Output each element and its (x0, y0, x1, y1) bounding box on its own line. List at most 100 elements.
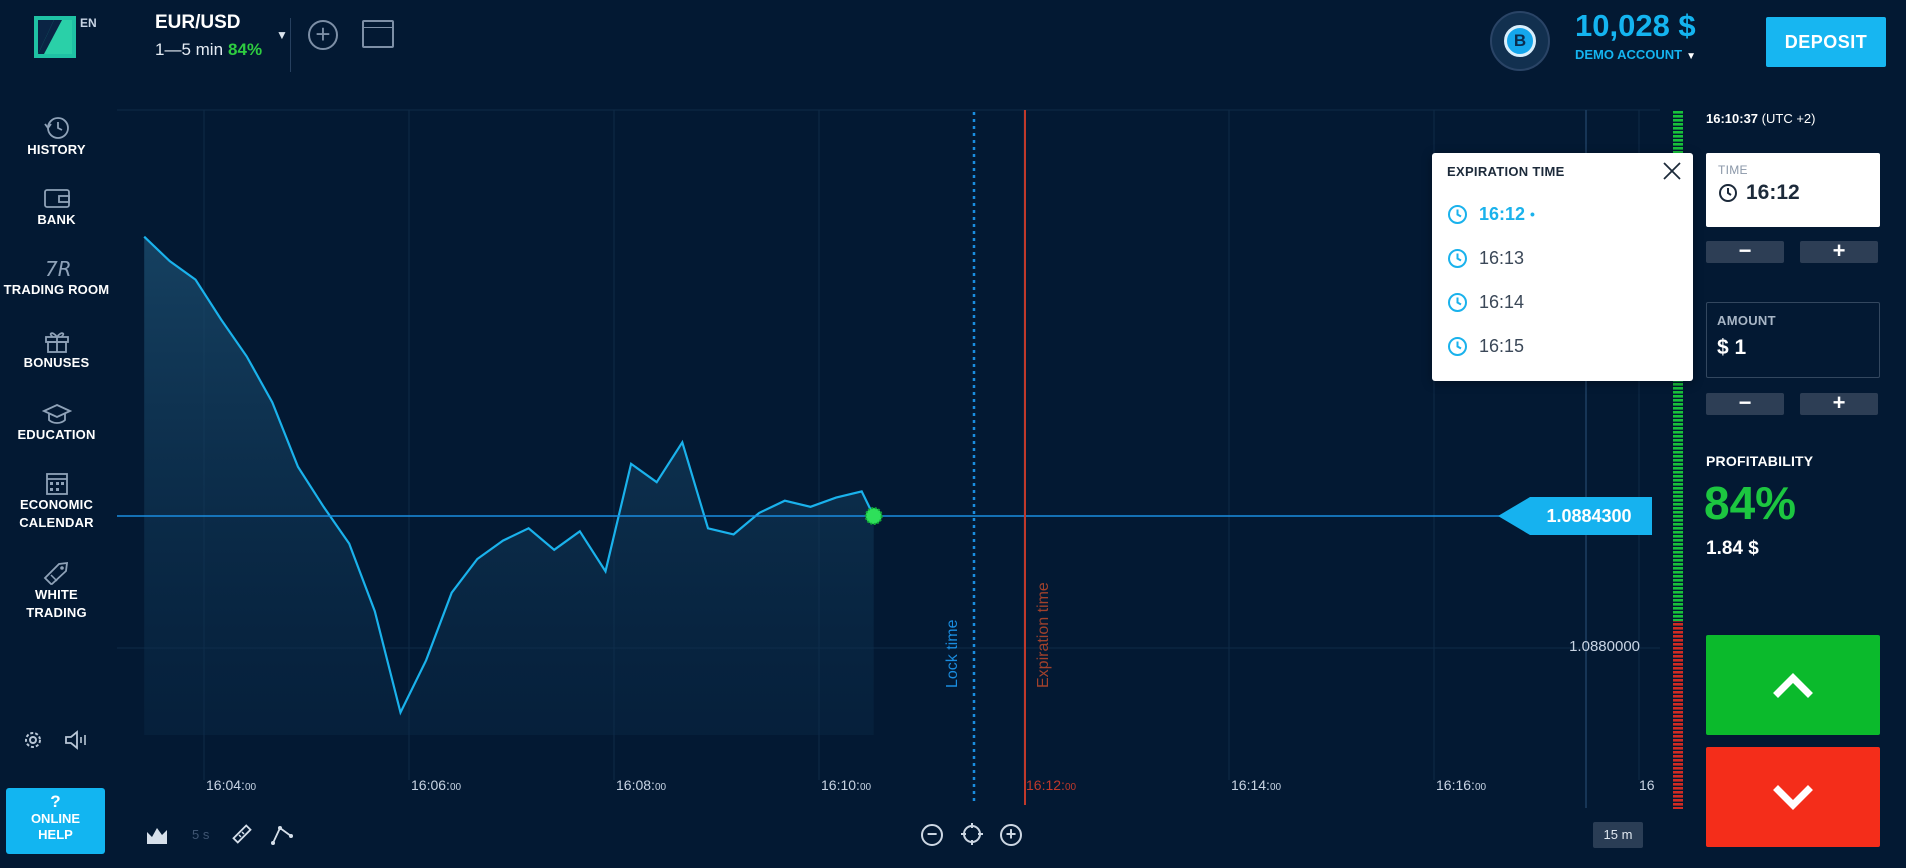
zoom-out-button[interactable]: − (921, 824, 943, 846)
time-field-label: TIME (1718, 163, 1748, 177)
expiration-option-label: 16:12 (1479, 203, 1526, 224)
graduation-cap-icon (41, 404, 72, 424)
x-axis-tick: 16:08:00 (616, 777, 667, 793)
sidebar-item-economic-calendar[interactable]: ECONOMIC CALENDAR (0, 470, 113, 532)
asset-dropdown-caret-icon[interactable]: ▼ (276, 28, 288, 42)
sidebar-item-label: HISTORY (27, 142, 86, 157)
account-avatar[interactable]: B (1490, 11, 1550, 71)
amount-field[interactable]: AMOUNT $ 1 (1706, 302, 1880, 378)
clock-icon (1448, 292, 1467, 312)
help-question-icon: ? (50, 792, 61, 811)
dropdown-title: EXPIRATION TIME (1447, 164, 1565, 179)
time-field-value-row: 16:12 (1718, 181, 1868, 205)
sidebar-item-white-trading[interactable]: WHITE TRADING (0, 560, 113, 622)
sidebar-item-label: BANK (37, 212, 76, 227)
x-axis-tick-expiration: 16:12:00 (1026, 777, 1077, 793)
expiration-option[interactable]: 16:15 (1447, 331, 1524, 361)
price-level-label: 1.0880000 (1569, 638, 1640, 655)
account-badge: B (1504, 25, 1536, 57)
zoom-in-button[interactable]: + (1000, 824, 1022, 846)
time-increase-button[interactable]: + (1800, 240, 1878, 263)
account-caret-icon: ▼ (1686, 51, 1697, 62)
gift-icon (44, 332, 69, 353)
expiration-option[interactable]: 16:13 (1447, 243, 1524, 273)
brand-logo[interactable] (34, 16, 76, 58)
sidebar-item-label: ECONOMIC (19, 497, 94, 512)
sidebar-item-education[interactable]: EDUCATION (0, 400, 113, 444)
expiration-option[interactable]: 16:12 • (1447, 199, 1535, 229)
account-type-label: DEMO ACCOUNT (1575, 47, 1683, 62)
call-up-button[interactable] (1706, 635, 1880, 735)
center-chart-icon[interactable] (960, 822, 984, 846)
chart-type-icon[interactable] (145, 822, 169, 846)
account-type-selector[interactable]: DEMO ACCOUNT ▼ (1575, 47, 1696, 62)
amount-increase-button[interactable]: + (1800, 392, 1878, 415)
arrow-up-icon (1773, 673, 1813, 698)
sidebar-item-label: TRADING ROOM (3, 282, 110, 297)
expiration-option-label: 16:13 (1479, 247, 1525, 268)
amount-field-value: $ 1 (1717, 336, 1747, 359)
sidebar-item-bank[interactable]: BANK (0, 185, 113, 229)
header-divider (290, 18, 291, 72)
x-axis-tick: 16 (1639, 777, 1655, 793)
asset-payout: 84% (228, 40, 263, 59)
expiration-time-field[interactable]: TIME 16:12 (1706, 153, 1880, 227)
sound-icon[interactable] (62, 727, 90, 753)
asset-name: EUR/USD (155, 12, 241, 33)
sidebar-item-trading-room[interactable]: 7R TRADING ROOM (0, 255, 113, 299)
expiration-time-label: Expiration time (1035, 582, 1052, 688)
ruler-icon[interactable] (230, 822, 254, 846)
profitability-label: PROFITABILITY (1706, 453, 1814, 469)
server-time: 16:10:37 (UTC +2) (1706, 111, 1815, 126)
timeframe-badge[interactable]: 15 m (1593, 822, 1643, 848)
x-axis-tick: 16:14:00 (1231, 777, 1282, 793)
sidebar-item-label: BONUSES (23, 355, 90, 370)
expiration-option-label: 16:15 (1479, 335, 1525, 356)
language-selector[interactable]: EN (80, 16, 97, 30)
sidebar-item-bonuses[interactable]: BONUSES (0, 328, 113, 372)
timeframe-selector-small[interactable]: 5 s (192, 827, 210, 842)
x-axis-tick: 16:10:00 (821, 777, 872, 793)
help-label-line2: HELP (38, 827, 73, 842)
help-label-line1: ONLINE (30, 811, 81, 826)
amount-field-label: AMOUNT (1717, 313, 1776, 328)
sidebar-item-label: WHITE (35, 587, 78, 602)
profitability-percent: 84% (1704, 477, 1797, 529)
expiration-time-dropdown: EXPIRATION TIME 16:12 • 16:13 16:14 16:15 (1432, 153, 1693, 381)
time-field-value: 16:12 (1746, 181, 1800, 204)
online-help-button[interactable]: ? ONLINE HELP (6, 788, 105, 854)
amount-decrease-button[interactable]: − (1706, 392, 1784, 415)
asset-selector[interactable]: EUR/USD 1—5 min 84% (155, 12, 262, 60)
history-icon (43, 117, 69, 139)
add-asset-button[interactable]: + (308, 20, 338, 50)
current-price-value: 1.0884300 (1546, 506, 1632, 526)
wallet-icon (43, 189, 70, 208)
put-down-button[interactable] (1706, 747, 1880, 847)
sidebar-item-label: EDUCATION (17, 427, 96, 442)
timezone-label: (UTC +2) (1761, 111, 1816, 126)
time-decrease-button[interactable]: − (1706, 240, 1784, 263)
svg-text:7R: 7R (45, 257, 72, 281)
close-icon[interactable] (1661, 160, 1683, 182)
x-axis-tick: 16:06:00 (411, 777, 462, 793)
expiration-option[interactable]: 16:14 (1447, 287, 1524, 317)
profit-amount: 1.84 $ (1706, 538, 1759, 559)
account-balance: 10,028 $ (1575, 8, 1696, 43)
tag-icon (43, 561, 68, 585)
x-axis-tick: 16:16:00 (1436, 777, 1487, 793)
sidebar-item-label-line2: CALENDAR (19, 515, 94, 530)
sidebar-item-history[interactable]: HISTORY (0, 115, 113, 159)
sidebar-item-label-line2: TRADING (26, 605, 87, 620)
expiration-option-label: 16:14 (1479, 291, 1525, 312)
server-time-value: 16:10:37 (1706, 111, 1759, 126)
layout-toggle-button[interactable] (362, 20, 394, 48)
price-line (143, 235, 875, 716)
drawing-tools-icon[interactable] (270, 822, 294, 846)
deposit-button[interactable]: DEPOSIT (1766, 17, 1886, 67)
selected-marker: • (1530, 206, 1535, 222)
price-area (144, 236, 874, 735)
settings-gear-icon[interactable] (20, 727, 46, 753)
trading-room-icon: 7R (45, 257, 72, 281)
current-price-point (864, 507, 883, 525)
